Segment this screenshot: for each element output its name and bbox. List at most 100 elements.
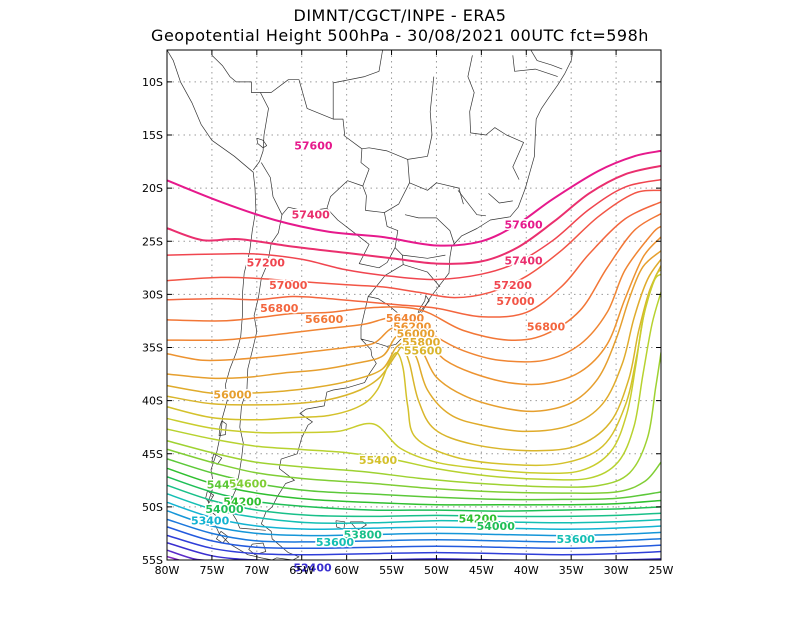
contour-55600 <box>167 264 661 452</box>
lon-tick-label: 45W <box>469 564 494 577</box>
contour-53600 <box>167 493 661 525</box>
lon-tick-label: 35W <box>559 564 584 577</box>
contour-55000 <box>167 291 661 481</box>
contour-52400 <box>167 542 661 560</box>
contour-52200 <box>167 549 213 560</box>
plot-frame <box>166 49 662 561</box>
contour-label: 54200 <box>223 496 262 509</box>
plot-background <box>167 50 661 560</box>
contour-53200 <box>167 510 661 537</box>
lon-tick-label: 30W <box>604 564 629 577</box>
contour-label: 544 <box>207 479 230 492</box>
brazil-states-2 <box>407 76 464 205</box>
lon-tick-label: 55W <box>379 564 404 577</box>
lat-tick-label: 50S <box>142 501 163 514</box>
falklands-east <box>349 521 367 531</box>
lon-tick-label: 25W <box>649 564 674 577</box>
lat-tick-label: 30S <box>142 288 163 301</box>
lat-tick-label: 25S <box>142 235 163 248</box>
contour-label: 53600 <box>557 533 596 546</box>
contour-56000 <box>167 250 661 413</box>
brazil-states-6 <box>404 214 455 245</box>
contour-label: 53800 <box>344 529 383 542</box>
brazil-states-4 <box>361 147 408 160</box>
contour-label: 56000 <box>213 388 252 401</box>
contour-52000 <box>167 556 182 560</box>
chile-argentina-andes <box>227 214 283 531</box>
contour-52800 <box>167 526 661 550</box>
contour-label: 56600 <box>305 313 344 326</box>
chart-title-line-2: Geopotential Height 500hPa - 30/08/2021 … <box>151 26 649 45</box>
south-america-coast <box>167 50 574 560</box>
contour-label: 53600 <box>316 536 355 549</box>
contour-label: 54000 <box>205 503 244 516</box>
brazil-states-8 <box>403 264 441 288</box>
contour-label: 56800 <box>260 302 299 315</box>
contour-54800 <box>167 352 661 488</box>
contour-label: 56200 <box>393 320 432 333</box>
contour-54600 <box>167 448 661 495</box>
contour-57400 <box>167 164 661 265</box>
brazil-states-5 <box>384 182 410 213</box>
archipelago-2 <box>205 490 215 503</box>
brazil-states-11 <box>457 190 486 217</box>
contour-label: 57000 <box>496 295 535 308</box>
contour-54000 <box>167 476 661 512</box>
lat-tick-label: 20S <box>142 182 163 195</box>
lat-tick-label: 45S <box>142 448 163 461</box>
contour-56800 <box>167 201 661 318</box>
contour-label: 55600 <box>404 345 443 358</box>
contour-label: 55800 <box>402 336 441 349</box>
brazil-states-10 <box>488 193 513 204</box>
brazil-states-12 <box>530 50 563 70</box>
contour-52600 <box>167 534 661 556</box>
lagoa-mirim <box>404 318 413 329</box>
contour-57000 <box>167 189 661 299</box>
contour-label: 54000 <box>477 520 516 533</box>
contour-53400 <box>167 501 661 531</box>
contour-54400 <box>167 458 661 501</box>
contour-57200 <box>167 178 661 281</box>
bolivia-brazil <box>260 79 370 196</box>
bolivia-argentina-chile <box>261 162 363 218</box>
contour-label: 56400 <box>386 312 425 325</box>
lat-tick-label: 10S <box>142 76 163 89</box>
contour-label: 55400 <box>359 454 398 467</box>
contour-label: 57000 <box>269 279 308 292</box>
contour-57600 <box>167 149 661 247</box>
contour-56600 <box>167 212 661 342</box>
contour-label: 56800 <box>527 320 566 333</box>
lon-tick-label: 75W <box>199 564 224 577</box>
lat-tick-label: 40S <box>142 395 163 408</box>
contour-label: 56000 <box>397 328 436 341</box>
brazil-states-3 <box>467 55 524 180</box>
lon-tick-label: 80W <box>155 564 180 577</box>
lon-tick-label: 60W <box>334 564 359 577</box>
contour-label: 54200 <box>459 513 498 526</box>
contour-56400 <box>167 225 661 363</box>
contour-label: 57400 <box>504 254 543 267</box>
contour-label: 54600 <box>229 478 268 491</box>
lon-tick-label: 65W <box>289 564 314 577</box>
contour-55400 <box>167 269 661 467</box>
contour-53000 <box>167 518 661 543</box>
contour-label: 57200 <box>494 279 533 292</box>
lake-titicaca <box>256 137 268 149</box>
lat-tick-label: 35S <box>142 342 163 355</box>
contour-label: 52400 <box>293 561 332 574</box>
contour-54200 <box>167 467 661 506</box>
contour-label: 57600 <box>504 218 543 231</box>
lat-tick-label: 55S <box>142 554 163 567</box>
chiloe-island <box>218 420 227 437</box>
contour-label: 57400 <box>292 209 331 222</box>
geopotential-contours <box>167 149 661 560</box>
brazil-states-7 <box>402 254 446 259</box>
contour-label: 53400 <box>191 515 230 528</box>
contour-56200 <box>167 236 661 386</box>
lon-tick-label: 40W <box>514 564 539 577</box>
brazil-states-1 <box>332 50 383 120</box>
chart-title-line-1: DIMNT/CGCT/INPE - ERA5 <box>293 6 507 25</box>
contour-label: 57600 <box>294 140 333 153</box>
contour-labels: 57600 57600 57400 57400 57200 57200 57000 57000… <box>189 138 596 576</box>
